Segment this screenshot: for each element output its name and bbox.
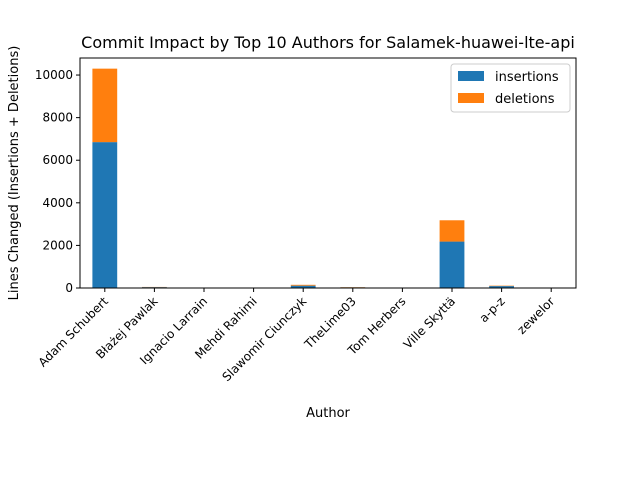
x-axis-label: Author	[306, 406, 350, 421]
legend-swatch-insertions	[458, 71, 484, 81]
y-tick-label: 0	[65, 281, 73, 295]
bar-deletions	[92, 69, 117, 142]
x-tick-label: zewelor	[515, 294, 558, 337]
x-tick-label: a-p-z	[477, 294, 508, 325]
x-tick-label: Slawomir Ciunczyk	[219, 294, 309, 384]
y-axis: 0 2000 4000 6000 8000 10000	[35, 68, 80, 295]
legend-label-insertions: insertions	[495, 70, 559, 85]
y-tick-label: 8000	[42, 111, 73, 125]
y-tick-label: 4000	[42, 196, 73, 210]
bar-insertions	[92, 142, 117, 288]
x-tick-label: Ville Skyttä	[401, 294, 458, 351]
legend-swatch-deletions	[458, 93, 484, 103]
bar-insertions	[440, 242, 465, 288]
bar-deletions	[440, 220, 465, 241]
legend-label-deletions: deletions	[495, 92, 555, 107]
y-tick-label: 10000	[35, 68, 73, 82]
y-tick-label: 6000	[42, 153, 73, 167]
bar-deletions	[291, 285, 316, 286]
y-axis-label: Lines Changed (Insertions + Deletions)	[7, 46, 22, 301]
legend: insertions deletions	[451, 64, 570, 112]
chart-title: Commit Impact by Top 10 Authors for Sala…	[81, 33, 575, 52]
y-tick-label: 2000	[42, 238, 73, 252]
